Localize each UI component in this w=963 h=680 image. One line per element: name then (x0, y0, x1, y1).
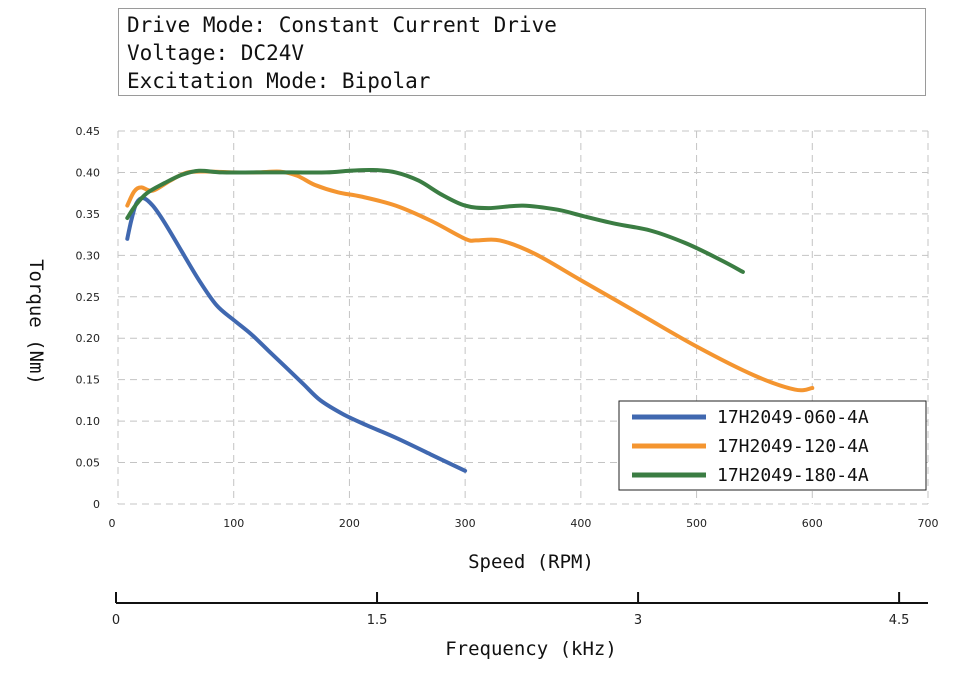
x-tick-label: 600 (802, 517, 823, 530)
frequency-axis-label: Frequency (kHz) (445, 638, 617, 660)
y-tick-label: 0.45 (76, 125, 101, 138)
legend-label: 17H2049-120-4A (717, 436, 869, 457)
voltage-text: Voltage: DC24V (127, 41, 305, 65)
x-tick-label: 200 (339, 517, 360, 530)
y-tick-label: 0.40 (76, 166, 101, 179)
frequency-axis: 0 1.5 3 4.5 Frequency (kHz) (112, 592, 928, 660)
legend: 17H2049-060-4A 17H2049-120-4A 17H2049-180-… (618, 400, 927, 491)
excitation-mode-text: Excitation Mode: Bipolar (127, 69, 431, 93)
series-line-17h2049-060-4a (125, 196, 468, 473)
x-tick-label: 500 (686, 517, 707, 530)
y-tick-label: 0.30 (76, 249, 101, 262)
x-tick-label: 700 (918, 517, 939, 530)
x-axis-label: Speed (RPM) (468, 551, 594, 573)
series-lines (125, 167, 815, 473)
x-tick-label: 100 (223, 517, 244, 530)
frequency-tick-label: 4.5 (889, 613, 910, 628)
frequency-tick-label: 1.5 (367, 613, 388, 628)
drive-mode-text: Drive Mode: Constant Current Drive (127, 13, 557, 37)
y-tick-label: 0.15 (76, 374, 101, 387)
x-tick-label: 300 (455, 517, 476, 530)
y-tick-label: 0.05 (76, 457, 101, 470)
legend-label: 17H2049-180-4A (717, 465, 869, 486)
x-axis-ticks: 0 100 200 300 400 500 600 700 (109, 517, 939, 530)
x-tick-label: 400 (570, 517, 591, 530)
series-line-17h2049-180-4a (125, 167, 745, 274)
legend-label: 17H2049-060-4A (717, 407, 869, 428)
y-axis-label: Torque (Nm) (25, 259, 47, 385)
series-line-17h2049-120-4a (125, 169, 815, 393)
x-tick-label: 0 (109, 517, 116, 530)
frequency-tick-label: 3 (634, 613, 642, 628)
frequency-tick-label: 0 (112, 613, 120, 628)
y-tick-label: 0.10 (76, 415, 101, 428)
y-tick-label: 0 (93, 498, 100, 511)
info-box: Drive Mode: Constant Current Drive Volta… (118, 8, 926, 96)
y-tick-label: 0.35 (76, 208, 101, 221)
y-tick-label: 0.25 (76, 291, 101, 304)
y-axis-ticks: 0 0.05 0.10 0.15 0.20 0.25 0.30 0.35 0.40 0.45 (76, 125, 101, 511)
y-tick-label: 0.20 (76, 332, 101, 345)
